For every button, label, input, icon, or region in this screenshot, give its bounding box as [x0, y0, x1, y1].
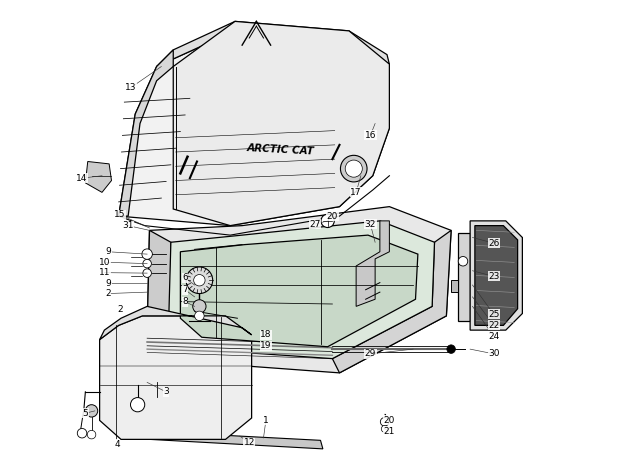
Text: 31: 31 — [123, 221, 134, 230]
Text: 2: 2 — [105, 289, 111, 298]
Text: 4: 4 — [114, 440, 120, 448]
Polygon shape — [174, 21, 389, 226]
Text: 5: 5 — [83, 409, 88, 418]
Text: 1: 1 — [263, 416, 269, 425]
Text: 9: 9 — [105, 279, 111, 287]
Text: 24: 24 — [488, 332, 499, 341]
Polygon shape — [169, 221, 435, 359]
Polygon shape — [470, 221, 522, 330]
Circle shape — [143, 269, 151, 277]
Circle shape — [143, 259, 151, 268]
Circle shape — [193, 300, 206, 313]
Text: 32: 32 — [364, 220, 376, 228]
Polygon shape — [121, 430, 323, 449]
Text: 11: 11 — [99, 268, 110, 277]
Polygon shape — [119, 31, 389, 226]
Circle shape — [87, 430, 96, 439]
Text: 8: 8 — [182, 297, 188, 306]
Polygon shape — [157, 21, 389, 66]
Text: 29: 29 — [364, 350, 376, 358]
Text: 14: 14 — [77, 174, 88, 182]
Circle shape — [321, 214, 334, 228]
Polygon shape — [147, 230, 171, 335]
Text: 30: 30 — [488, 350, 499, 358]
Circle shape — [85, 405, 98, 417]
Circle shape — [340, 155, 367, 182]
Text: 6: 6 — [182, 274, 188, 282]
Text: 27: 27 — [309, 220, 320, 228]
Circle shape — [193, 275, 205, 286]
Text: 10: 10 — [99, 258, 110, 266]
Text: 3: 3 — [163, 388, 169, 396]
Text: 7: 7 — [182, 285, 188, 294]
Text: 12: 12 — [244, 438, 255, 447]
Polygon shape — [451, 280, 458, 292]
Text: 17: 17 — [350, 188, 362, 197]
Polygon shape — [332, 230, 451, 373]
Text: 21: 21 — [384, 427, 395, 436]
Text: 20: 20 — [384, 416, 395, 425]
Text: 23: 23 — [488, 272, 499, 281]
Text: 2: 2 — [117, 305, 123, 314]
Text: 9: 9 — [105, 247, 111, 256]
Text: 22: 22 — [488, 321, 499, 330]
Circle shape — [186, 267, 213, 294]
Text: 15: 15 — [114, 210, 126, 219]
Text: 13: 13 — [125, 84, 136, 92]
Circle shape — [345, 160, 362, 177]
Polygon shape — [85, 162, 111, 192]
Polygon shape — [356, 221, 389, 306]
Circle shape — [380, 418, 389, 426]
Polygon shape — [100, 306, 252, 340]
Circle shape — [381, 426, 388, 432]
Polygon shape — [458, 233, 470, 321]
Polygon shape — [475, 226, 518, 325]
Text: 19: 19 — [260, 342, 272, 350]
Circle shape — [447, 345, 455, 353]
Text: ARCTIC CAT: ARCTIC CAT — [246, 143, 314, 156]
Text: 18: 18 — [260, 331, 272, 339]
Polygon shape — [100, 316, 252, 439]
Circle shape — [458, 256, 468, 266]
Text: 26: 26 — [488, 239, 499, 247]
Text: 20: 20 — [327, 212, 338, 220]
Text: 25: 25 — [488, 310, 499, 319]
Circle shape — [142, 249, 152, 259]
Text: 16: 16 — [364, 131, 376, 140]
Polygon shape — [180, 235, 418, 347]
Polygon shape — [119, 50, 174, 216]
Circle shape — [195, 311, 204, 321]
Polygon shape — [147, 207, 451, 373]
Circle shape — [131, 398, 145, 412]
Circle shape — [77, 428, 87, 438]
